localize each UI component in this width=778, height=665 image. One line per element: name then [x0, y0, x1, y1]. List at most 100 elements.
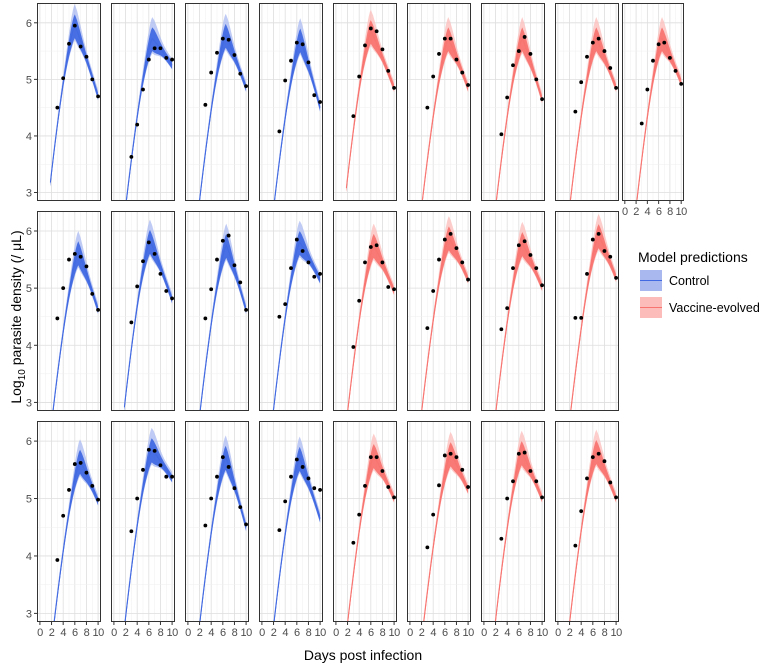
observed-point [203, 102, 208, 107]
x-tick-label: 0 [333, 627, 339, 639]
x-tick-label: 6 [516, 627, 522, 639]
prediction-line [273, 457, 321, 622]
x-tick-label: 8 [306, 627, 312, 639]
observed-point [306, 60, 311, 65]
observed-point [357, 74, 362, 79]
panel-plot-area [346, 223, 396, 411]
observed-point [135, 122, 140, 127]
panel-plot-area [346, 433, 396, 622]
x-tick-label: 0 [481, 627, 487, 639]
observed-point [602, 459, 607, 464]
facet-panel [481, 421, 545, 622]
prediction-line [124, 448, 173, 622]
observed-point [300, 465, 305, 469]
y-axis-title-suffix: parasite density (/ μL) [8, 230, 24, 369]
y-tick-label: 4 [26, 131, 32, 143]
x-tick-label: 4 [208, 627, 214, 639]
panel-plot-area [422, 431, 470, 622]
facet-panel [185, 211, 249, 411]
x-tick-label: 2 [271, 627, 277, 639]
observed-point [499, 327, 504, 332]
panel-grid [555, 211, 619, 411]
x-tick-label: 0 [407, 627, 413, 639]
facet-panel [185, 421, 249, 622]
x-tick-label: 0 [37, 627, 43, 639]
observed-point [516, 451, 521, 456]
observed-point [226, 233, 231, 238]
observed-point [528, 52, 533, 56]
observed-point [454, 455, 459, 460]
panel-grid [555, 421, 619, 622]
prediction-outer-band [50, 4, 99, 187]
x-tick-label: 10 [166, 627, 178, 639]
observed-point [158, 463, 163, 468]
x-tick-label: 2 [345, 627, 351, 639]
observed-point [431, 289, 436, 293]
panel-border [259, 421, 323, 622]
panel-grid [481, 3, 545, 201]
observed-point [516, 49, 521, 53]
observed-point [61, 76, 66, 81]
observed-point [368, 26, 373, 31]
x-tick-label: 2 [493, 627, 499, 639]
observed-point [357, 298, 362, 303]
observed-point [158, 271, 163, 276]
observed-point [662, 40, 667, 45]
observed-point [431, 74, 436, 79]
observed-point [146, 240, 151, 245]
observed-point [96, 94, 100, 99]
observed-point [238, 280, 243, 285]
y-tick-label: 4 [26, 551, 32, 563]
prediction-line [569, 37, 617, 201]
observed-point [460, 70, 465, 75]
prediction-line [199, 244, 247, 411]
observed-point [283, 499, 288, 504]
prediction-line [273, 38, 321, 201]
observed-point [363, 43, 367, 48]
observed-point [277, 129, 282, 134]
x-tick-label: 4 [504, 627, 510, 639]
observed-point [135, 496, 140, 501]
observed-point [505, 496, 510, 501]
observed-point [386, 68, 391, 73]
observed-point [289, 474, 293, 479]
observed-point [511, 63, 515, 68]
observed-point [67, 488, 71, 492]
panel-border [259, 211, 323, 411]
observed-point [602, 49, 607, 53]
panel-plot-area [569, 17, 618, 201]
observed-point [522, 450, 527, 455]
panel-border [185, 3, 249, 201]
observed-point [448, 231, 453, 236]
observed-point [431, 512, 436, 517]
observed-point [146, 447, 151, 452]
y-axes: 3 4 5 6 3 4 5 6 3 4 5 6 [26, 18, 37, 620]
observed-point [170, 57, 174, 62]
observed-point [602, 249, 607, 253]
observed-point [645, 87, 650, 92]
facet-panel [555, 421, 619, 622]
y-tick-label: 3 [26, 608, 32, 620]
observed-point [380, 260, 385, 265]
facet-panel [481, 211, 545, 411]
x-tick-label: 10 [676, 206, 688, 218]
facet-panel [555, 3, 619, 201]
x-tick-label: 6 [146, 627, 152, 639]
observed-point [351, 345, 356, 349]
panel-plot-area [495, 17, 544, 201]
x-tick-label: 6 [72, 627, 78, 639]
observed-point [425, 326, 430, 331]
observed-point [215, 257, 219, 262]
y-tick-label: 3 [26, 188, 32, 200]
observed-point [357, 512, 362, 517]
legend-item-control: Control [640, 270, 709, 291]
observed-point [651, 58, 655, 63]
observed-point [608, 66, 613, 70]
observed-point [534, 266, 539, 271]
observed-point [437, 257, 441, 262]
panel-grid [622, 3, 684, 201]
observed-point [392, 85, 396, 90]
observed-point [164, 55, 169, 60]
y-tick-label: 6 [26, 226, 32, 238]
